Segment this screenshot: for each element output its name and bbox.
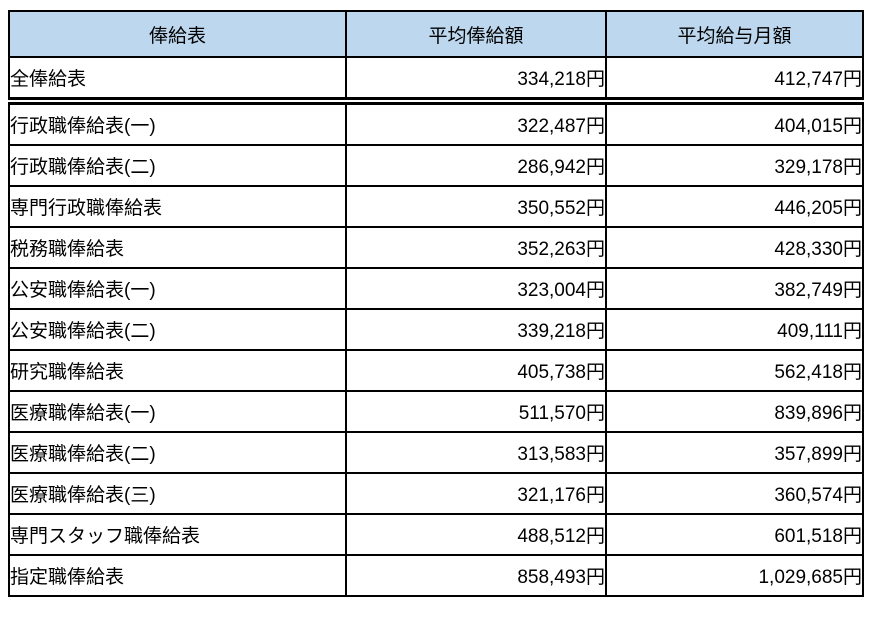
header-row: 俸給表 平均俸給額 平均給与月額 [8, 10, 864, 58]
row-label: 行政職俸給表(一) [8, 100, 347, 146]
average-monthly-salary-value: 446,205円 [605, 185, 864, 228]
table-row: 全俸給表 334,218円 412,747円 [8, 56, 864, 105]
table-row: 指定職俸給表 858,493円 1,029,685円 [8, 554, 864, 597]
table-row: 公安職俸給表(二) 339,218円 409,111円 [8, 308, 864, 351]
row-label: 医療職俸給表(二) [8, 431, 347, 474]
average-pay-value: 511,570円 [345, 390, 607, 433]
average-pay-value: 286,942円 [345, 144, 607, 187]
row-label: 医療職俸給表(三) [8, 472, 347, 515]
average-pay-value: 321,176円 [345, 472, 607, 515]
row-label: 公安職俸給表(二) [8, 308, 347, 351]
table-row: 税務職俸給表 352,263円 428,330円 [8, 226, 864, 269]
table-row: 医療職俸給表(一) 511,570円 839,896円 [8, 390, 864, 433]
average-monthly-salary-value: 329,178円 [605, 144, 864, 187]
row-label: 専門スタッフ職俸給表 [8, 513, 347, 556]
table-row: 公安職俸給表(一) 323,004円 382,749円 [8, 267, 864, 310]
row-label: 医療職俸給表(一) [8, 390, 347, 433]
table-row: 専門行政職俸給表 350,552円 446,205円 [8, 185, 864, 228]
average-pay-value: 339,218円 [345, 308, 607, 351]
row-label: 指定職俸給表 [8, 554, 347, 597]
average-monthly-salary-value: 428,330円 [605, 226, 864, 269]
average-pay-value: 323,004円 [345, 267, 607, 310]
average-monthly-salary-value: 1,029,685円 [605, 554, 864, 597]
col-header-pay-schedule: 俸給表 [8, 10, 347, 58]
row-label: 専門行政職俸給表 [8, 185, 347, 228]
col-header-average-monthly-salary: 平均給与月額 [605, 10, 864, 58]
salary-table: 俸給表 平均俸給額 平均給与月額 全俸給表 334,218円 412,747円 … [8, 10, 864, 597]
average-monthly-salary-value: 839,896円 [605, 390, 864, 433]
average-monthly-salary-value: 404,015円 [605, 100, 864, 146]
average-monthly-salary-value: 360,574円 [605, 472, 864, 515]
row-label: 税務職俸給表 [8, 226, 347, 269]
row-label: 行政職俸給表(二) [8, 144, 347, 187]
table-row: 医療職俸給表(三) 321,176円 360,574円 [8, 472, 864, 515]
table-row: 医療職俸給表(二) 313,583円 357,899円 [8, 431, 864, 474]
average-pay-value: 334,218円 [345, 56, 607, 105]
row-label: 公安職俸給表(一) [8, 267, 347, 310]
table-row: 研究職俸給表 405,738円 562,418円 [8, 349, 864, 392]
average-pay-value: 488,512円 [345, 513, 607, 556]
average-pay-value: 322,487円 [345, 100, 607, 146]
average-monthly-salary-value: 409,111円 [605, 308, 864, 351]
average-pay-value: 352,263円 [345, 226, 607, 269]
table-row: 行政職俸給表(一) 322,487円 404,015円 [8, 100, 864, 146]
average-monthly-salary-value: 562,418円 [605, 349, 864, 392]
average-pay-value: 405,738円 [345, 349, 607, 392]
average-monthly-salary-value: 357,899円 [605, 431, 864, 474]
average-pay-value: 350,552円 [345, 185, 607, 228]
table-row: 専門スタッフ職俸給表 488,512円 601,518円 [8, 513, 864, 556]
row-label: 研究職俸給表 [8, 349, 347, 392]
average-monthly-salary-value: 601,518円 [605, 513, 864, 556]
average-monthly-salary-value: 412,747円 [605, 56, 864, 105]
col-header-average-pay: 平均俸給額 [345, 10, 607, 58]
table-row: 行政職俸給表(二) 286,942円 329,178円 [8, 144, 864, 187]
row-label: 全俸給表 [8, 56, 347, 105]
average-monthly-salary-value: 382,749円 [605, 267, 864, 310]
average-pay-value: 313,583円 [345, 431, 607, 474]
average-pay-value: 858,493円 [345, 554, 607, 597]
